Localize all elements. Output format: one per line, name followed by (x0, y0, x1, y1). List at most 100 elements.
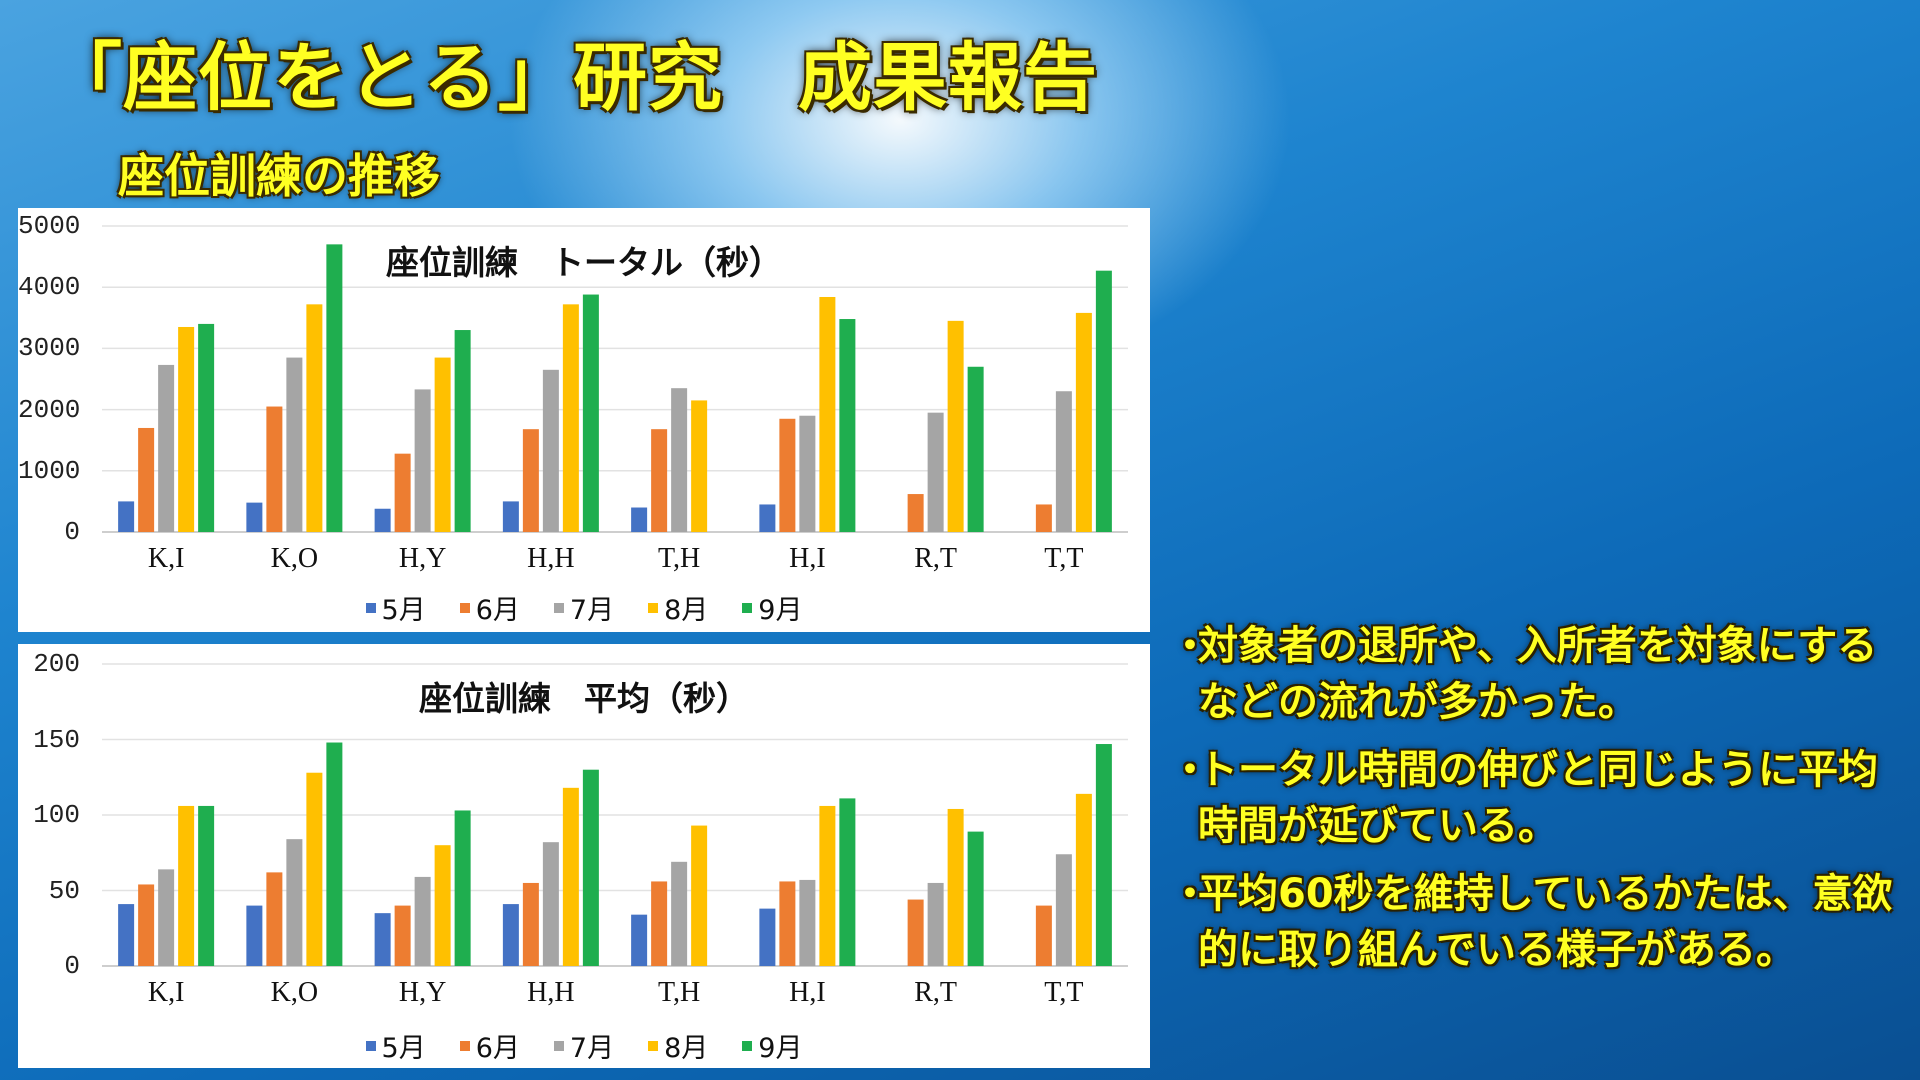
legend-item: 8月 (648, 588, 708, 627)
bar (671, 861, 688, 966)
legend-label: 6月 (475, 1033, 520, 1064)
x-tick-label: T,T (1044, 543, 1084, 574)
bar (947, 320, 964, 532)
bar (631, 914, 648, 966)
bar (907, 899, 924, 966)
legend-label: 9月 (758, 595, 803, 626)
y-tick-label: 1000 (18, 455, 81, 486)
bar (927, 882, 944, 966)
bar (691, 825, 708, 966)
bar (326, 742, 343, 966)
bar (651, 429, 668, 532)
bar (779, 418, 796, 532)
y-tick-label: 200 (33, 649, 80, 679)
bar (118, 501, 135, 532)
bar (118, 904, 135, 966)
legend-swatch (742, 602, 753, 613)
bar (799, 879, 816, 966)
bar (286, 839, 303, 966)
bar (1035, 504, 1052, 532)
bar (266, 406, 283, 532)
bar (178, 805, 195, 966)
legend-item: 5月 (365, 588, 426, 627)
bullet-item: ・ トータル時間の伸びと同じように平均時間が延びている。 (1170, 742, 1910, 854)
bullet-item: ・ 平均60秒を維持しているかたは、意欲的に取り組んでいる様子がある。 (1170, 866, 1910, 978)
chart-svg (102, 663, 1128, 967)
bar (799, 415, 816, 532)
bar (779, 881, 796, 966)
bullet-marker: ・ (1170, 871, 1210, 917)
legend-label: 6月 (475, 595, 520, 626)
bullet-list: ・ 対象者の退所や、入所者を対象にするなどの流れが多かった。 ・ トータル時間の… (1170, 618, 1910, 990)
bar (839, 319, 856, 532)
legend-item: 6月 (459, 588, 520, 627)
bar (927, 412, 944, 532)
chart-title: 座位訓練 平均（秒） (419, 679, 749, 718)
bar (198, 323, 215, 532)
bar (454, 810, 471, 966)
bar (967, 831, 984, 966)
y-tick-label: 0 (64, 951, 80, 981)
bar (414, 389, 431, 532)
x-tick-label: R,T (914, 543, 958, 574)
legend-label: 7月 (569, 595, 615, 626)
bar (1075, 793, 1092, 966)
bar (522, 429, 539, 532)
bar (1035, 905, 1052, 966)
bar (374, 913, 391, 966)
bar (542, 369, 559, 532)
bullet-marker: ・ (1170, 623, 1210, 669)
y-tick-label: 5000 (18, 211, 81, 241)
legend-label: 8月 (664, 1033, 709, 1064)
legend-swatch (365, 1040, 376, 1051)
y-tick-label: 50 (48, 875, 80, 906)
bar (246, 502, 263, 532)
chart-panel-total: 座位訓練 トータル（秒） 0 1000 2000 3000 4000 5000 K,I K,O… (18, 208, 1150, 632)
bar (198, 805, 215, 966)
bar (1055, 391, 1072, 532)
bar (819, 296, 836, 532)
bar (286, 357, 303, 532)
bar (759, 504, 776, 532)
legend-swatch (648, 602, 659, 613)
legend-label: 5月 (381, 595, 426, 626)
x-tick-label: R,T (914, 977, 958, 1008)
bar (306, 304, 323, 532)
bar (158, 869, 175, 966)
legend-item: 9月 (742, 588, 802, 627)
chart-legend: 5月 6月 7月 8月 9月 (18, 1026, 1150, 1065)
legend-swatch (553, 602, 564, 613)
bar (691, 400, 708, 532)
chart-title: 座位訓練 トータル（秒） (386, 243, 782, 282)
bar (502, 501, 519, 532)
legend-item: 9月 (742, 1026, 802, 1065)
bar (394, 905, 411, 966)
bullet-text: 対象者の退所や、入所者を対象にするなどの流れが多かった。 (1198, 623, 1878, 725)
bar (542, 842, 559, 966)
legend-label: 7月 (569, 1033, 615, 1064)
x-tick-label: T,H (658, 977, 701, 1008)
bar (947, 808, 964, 966)
bar (414, 876, 431, 966)
x-tick-label: K,O (270, 977, 319, 1008)
x-tick-label: H,I (789, 543, 826, 574)
chart-svg (102, 225, 1128, 533)
legend-swatch (459, 1040, 470, 1051)
bar (562, 304, 579, 532)
legend-label: 5月 (381, 1033, 426, 1064)
slide-subtitle: 座位訓練の推移 (118, 149, 440, 203)
x-tick-label: K,I (147, 977, 185, 1008)
legend-item: 5月 (365, 1026, 426, 1065)
bar (246, 905, 263, 966)
bar (158, 364, 175, 532)
bar (502, 904, 519, 966)
legend-swatch (648, 1040, 659, 1051)
bar (306, 772, 323, 966)
x-tick-label: H,Y (398, 977, 447, 1008)
bar (671, 388, 688, 532)
bullet-text: 平均60秒を維持しているかたは、意欲的に取り組んでいる様子がある。 (1198, 871, 1893, 973)
bar (1055, 854, 1072, 966)
x-tick-label: H,H (527, 977, 575, 1008)
bar (907, 494, 924, 532)
bar (1095, 744, 1112, 966)
